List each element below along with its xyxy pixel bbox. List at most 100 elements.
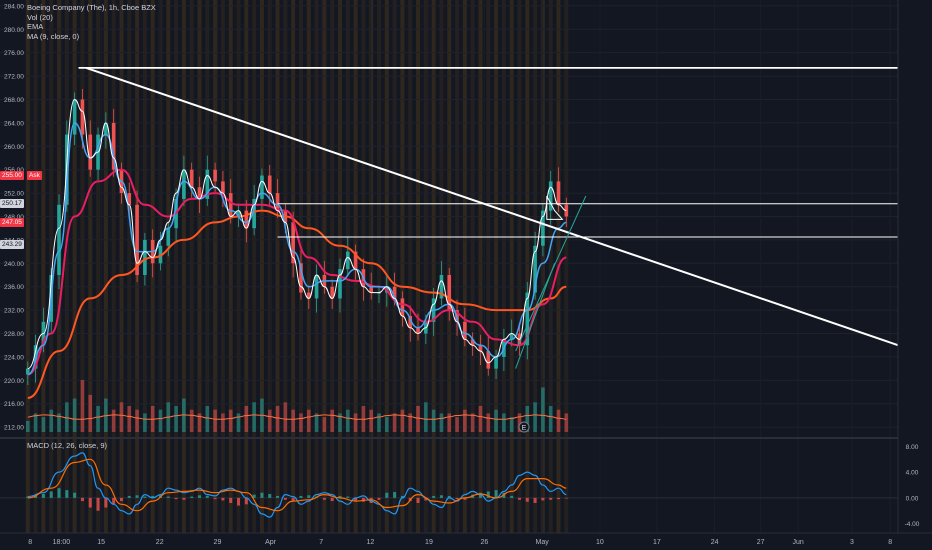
volume-bar bbox=[322, 417, 327, 432]
time-tick-label: 27 bbox=[757, 539, 765, 546]
volume-bar bbox=[65, 402, 69, 432]
session-stripe bbox=[166, 0, 171, 533]
macd-axis-labels: 8.00 4.00 0.00 -4.00 bbox=[905, 444, 920, 528]
time-axis-labels: 8 18:00 15 22 29 Apr 7 12 19 26 May 10 17 24 27 Jun 3 8 bbox=[28, 539, 892, 546]
volume-bar bbox=[556, 409, 561, 432]
macd-histogram-bar bbox=[96, 497, 100, 511]
earnings-marker[interactable]: E bbox=[518, 421, 530, 433]
candle-body bbox=[88, 134, 93, 170]
candle-body bbox=[338, 269, 342, 299]
macd-histogram-bar bbox=[432, 495, 436, 498]
volume-bar bbox=[338, 413, 342, 432]
macd-histogram-bar bbox=[533, 497, 537, 503]
macd-histogram-bar bbox=[307, 495, 311, 498]
candle-body bbox=[306, 292, 311, 299]
candle-body bbox=[275, 193, 280, 211]
macd-histogram-bar bbox=[198, 495, 202, 498]
macd-histogram-bar bbox=[268, 494, 272, 498]
time-tick-label: 19 bbox=[425, 539, 433, 546]
macd-histogram-bar bbox=[252, 494, 256, 498]
volume-bar bbox=[252, 402, 256, 432]
macd-legend[interactable]: MACD (12, 26, close, 9) bbox=[27, 441, 108, 450]
time-tick-label: Apr bbox=[265, 539, 277, 546]
volume-bar bbox=[353, 413, 358, 432]
candle-body bbox=[135, 204, 139, 276]
session-stripe bbox=[330, 0, 335, 533]
volume-bar bbox=[455, 417, 459, 432]
volume-bar bbox=[509, 417, 514, 432]
macd-histogram-bar bbox=[237, 497, 241, 506]
candle-body bbox=[236, 210, 241, 217]
session-stripe bbox=[88, 0, 93, 533]
macd-histogram-bar bbox=[393, 492, 397, 498]
volume-bar bbox=[439, 413, 444, 432]
legend-volume[interactable]: Vol (20) bbox=[27, 12, 53, 22]
session-stripe bbox=[462, 0, 467, 533]
price-tick-label: 256.00 bbox=[4, 167, 24, 174]
volume-bar bbox=[80, 380, 85, 432]
volume-bar bbox=[291, 409, 295, 432]
macd-histogram-bar bbox=[525, 497, 529, 502]
candle-body bbox=[213, 169, 217, 182]
volume-bar bbox=[96, 406, 100, 432]
flag-pattern bbox=[546, 195, 564, 220]
time-tick-label: 7 bbox=[319, 539, 323, 546]
macd-histogram-bar bbox=[244, 497, 248, 505]
session-stripe bbox=[525, 0, 530, 533]
session-stripe bbox=[501, 0, 506, 533]
macd-histogram-bar bbox=[549, 497, 553, 500]
legend-ema[interactable]: EMA bbox=[27, 22, 44, 32]
price-tick-label: 236.00 bbox=[4, 284, 24, 291]
volume-bar bbox=[533, 402, 537, 432]
candle-body bbox=[260, 175, 264, 199]
time-tick-label: 8 bbox=[28, 539, 32, 546]
session-stripe bbox=[252, 0, 257, 533]
candle-body bbox=[556, 181, 561, 205]
price-tick-label: 232.00 bbox=[4, 308, 24, 315]
time-tick-label: 8 bbox=[888, 539, 892, 546]
volume-bar bbox=[283, 402, 288, 432]
candle-body bbox=[392, 286, 397, 299]
session-stripe bbox=[392, 0, 397, 533]
price-tick-label: 272.00 bbox=[4, 74, 24, 81]
macd-histogram-bar bbox=[88, 497, 92, 508]
legend-ma[interactable]: MA (9, close, 0) bbox=[27, 31, 80, 41]
volume-bar bbox=[345, 409, 350, 432]
volume-bar bbox=[213, 409, 217, 432]
macd-histogram-bar bbox=[104, 497, 108, 508]
volume-bar bbox=[377, 413, 381, 432]
macd-histogram-bar bbox=[143, 496, 147, 498]
volume-bar bbox=[189, 409, 194, 432]
candle-body bbox=[439, 275, 444, 299]
session-stripe bbox=[259, 0, 264, 533]
macd-histogram-bar bbox=[276, 495, 280, 498]
volume-bar bbox=[228, 409, 233, 432]
volume-bar bbox=[158, 409, 163, 432]
price-axis[interactable] bbox=[898, 0, 932, 533]
session-stripe bbox=[103, 0, 108, 533]
symbol-title[interactable]: Boeing Company (The), 1h, Cboe BZX bbox=[27, 3, 156, 12]
left-price-labels: 284.00 280.00 276.00 272.00 268.00 264.00 260.… bbox=[4, 3, 24, 431]
ask-tag: Ask bbox=[27, 171, 42, 181]
macd-histogram-bar bbox=[119, 497, 123, 502]
candle-body bbox=[291, 222, 295, 264]
session-stripe bbox=[564, 0, 569, 533]
macd-histogram-bar bbox=[478, 492, 482, 498]
volume-bar bbox=[275, 406, 280, 432]
drawings[interactable] bbox=[78, 66, 899, 369]
time-tick-label: 17 bbox=[653, 539, 661, 546]
candle-body bbox=[447, 275, 452, 311]
macd-histogram-bar bbox=[73, 492, 77, 498]
macd-histogram-bar bbox=[447, 495, 451, 498]
macd-histogram-bar bbox=[361, 497, 365, 502]
volume-bar bbox=[236, 413, 241, 432]
volume-bar bbox=[127, 406, 132, 432]
macd-histogram-bar bbox=[213, 497, 217, 500]
time-axis[interactable] bbox=[0, 533, 932, 550]
price-tick-label: 216.00 bbox=[4, 401, 24, 408]
volume-bar bbox=[502, 413, 506, 432]
volume-bar bbox=[174, 406, 178, 432]
macd-histogram-bar bbox=[190, 496, 194, 498]
candle-body bbox=[525, 292, 530, 346]
